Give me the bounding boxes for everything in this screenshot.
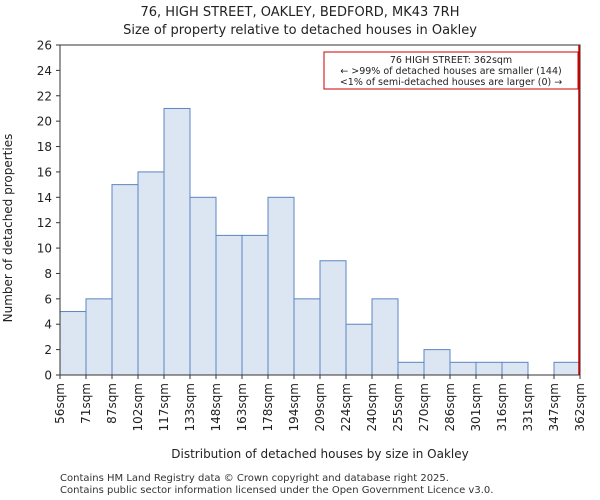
y-tick-label: 12: [37, 216, 52, 230]
histogram-bar: [319, 260, 347, 376]
x-tick-label: 178sqm: [261, 383, 275, 431]
histogram-bar: [85, 298, 113, 376]
chart-title-line1: 76, HIGH STREET, OAKLEY, BEDFORD, MK43 7…: [141, 5, 460, 20]
x-tick-label: 301sqm: [469, 383, 483, 431]
y-tick-label: 6: [44, 292, 52, 306]
x-tick-label: 194sqm: [287, 383, 301, 431]
x-tick-label: 148sqm: [209, 383, 223, 431]
histogram-bar: [267, 196, 295, 376]
histogram-bar: [449, 361, 477, 376]
x-tick-label: 102sqm: [131, 383, 145, 431]
x-tick-label: 240sqm: [365, 383, 379, 431]
annotation-line2: ← >99% of detached houses are smaller (1…: [340, 66, 561, 77]
histogram-bar: [111, 184, 139, 376]
y-tick-label: 20: [37, 115, 52, 129]
histogram-bar: [137, 171, 165, 376]
y-tick-label: 26: [37, 39, 52, 53]
x-tick-label: 331sqm: [521, 383, 535, 431]
histogram-bar: [293, 298, 321, 376]
histogram-bar: [397, 361, 425, 376]
x-tick-label: 362sqm: [573, 383, 587, 431]
histogram-bar: [475, 361, 503, 376]
y-tick-label: 0: [44, 369, 52, 383]
x-axis-ticks: 56sqm 71sqm 87sqm 102sqm 117sqm 133sqm 148sqm 1…: [53, 375, 587, 431]
footer-line1: Contains HM Land Registry data © Crown c…: [60, 473, 449, 484]
plot-frame: [59, 44, 581, 376]
x-tick-label: 117sqm: [157, 383, 171, 431]
chart-title-line2: Size of property relative to detached ho…: [123, 23, 477, 38]
x-axis-label: Distribution of detached houses by size …: [171, 447, 468, 461]
histogram-bar: [501, 361, 529, 376]
x-tick-label: 255sqm: [391, 383, 405, 431]
x-tick-label: 71sqm: [79, 383, 93, 424]
y-tick-label: 8: [44, 267, 52, 281]
histogram-bar: [163, 107, 191, 376]
y-tick-label: 22: [37, 89, 52, 103]
histogram-bar: [345, 323, 373, 376]
y-tick-label: 10: [37, 242, 52, 256]
y-axis-label: Number of detached properties: [1, 134, 15, 323]
histogram-bar: [189, 196, 217, 376]
annotation-box: 76 HIGH STREET: 362sqm ← >99% of detache…: [323, 51, 579, 90]
annotation-line3: <1% of semi-detached houses are larger (…: [340, 77, 562, 88]
x-tick-label: 163sqm: [235, 383, 249, 431]
histogram-bar: [423, 349, 451, 376]
x-tick-label: 270sqm: [417, 383, 431, 431]
histogram-bar: [215, 234, 243, 376]
x-tick-label: 133sqm: [183, 383, 197, 431]
histogram-bar: [241, 234, 269, 376]
x-tick-label: 87sqm: [105, 383, 119, 424]
y-tick-label: 2: [44, 343, 52, 357]
y-tick-label: 14: [37, 191, 52, 205]
histogram-bar: [59, 311, 87, 376]
y-tick-label: 18: [37, 140, 52, 154]
x-tick-label: 56sqm: [53, 383, 67, 424]
x-tick-label: 347sqm: [547, 383, 561, 431]
y-tick-label: 16: [37, 165, 52, 179]
bars-group: [59, 107, 581, 376]
y-tick-label: 4: [44, 318, 52, 332]
x-tick-label: 316sqm: [495, 383, 509, 431]
x-tick-label: 224sqm: [339, 383, 353, 431]
annotation-line1: 76 HIGH STREET: 362sqm: [390, 55, 512, 66]
histogram-bar: [553, 361, 581, 376]
histogram-bar: [371, 298, 399, 376]
x-tick-label: 209sqm: [313, 383, 327, 431]
footer-line2: Contains public sector information licen…: [60, 485, 494, 496]
y-tick-label: 24: [37, 64, 52, 78]
x-tick-label: 286sqm: [443, 383, 457, 431]
